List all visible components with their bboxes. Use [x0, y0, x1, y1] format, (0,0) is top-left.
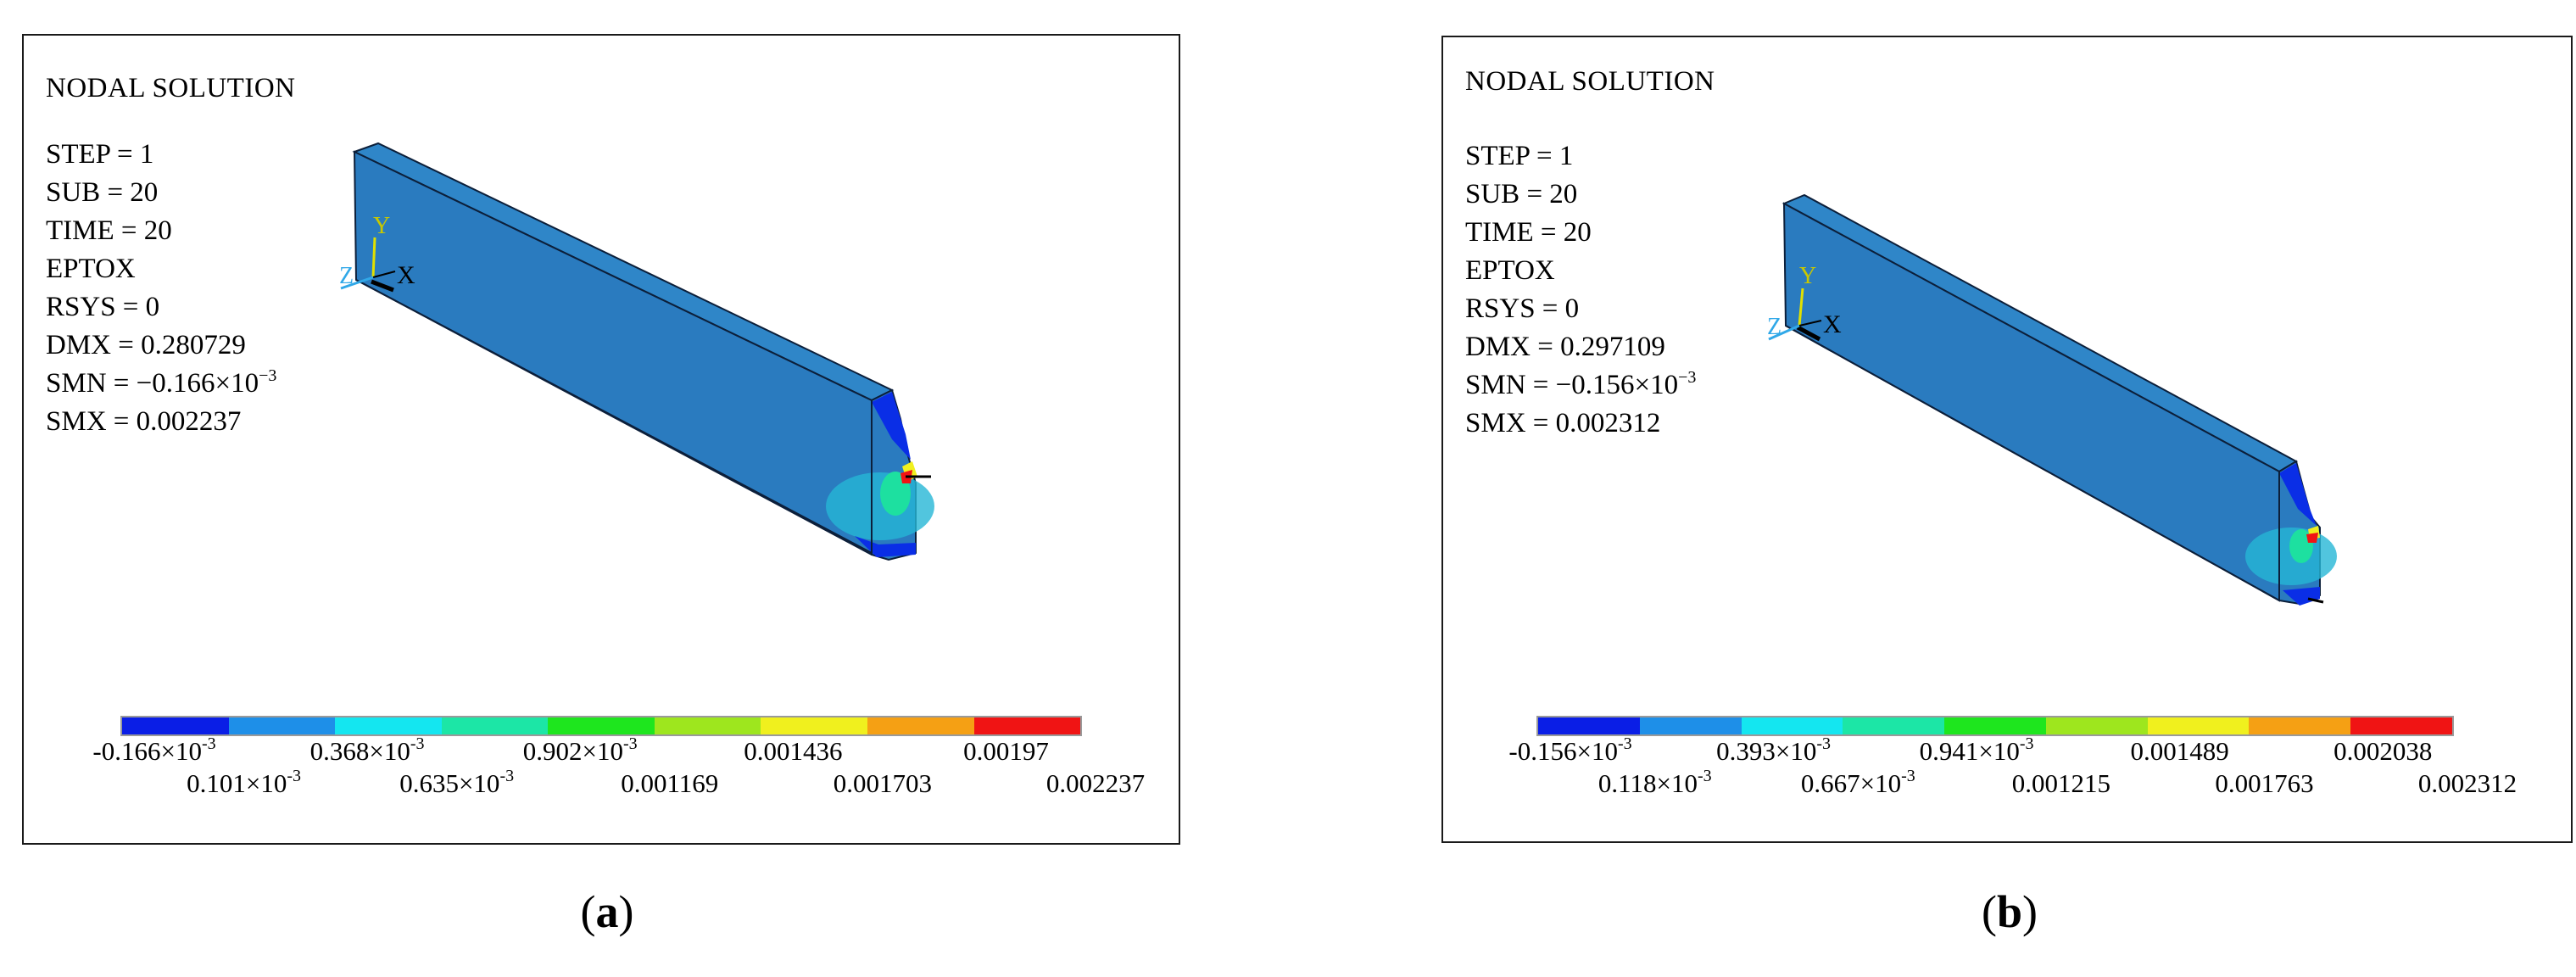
axis-z-label: Z: [1767, 314, 1781, 340]
contour-band-blue-upper: [2279, 463, 2317, 526]
sub-label: SUB = 20: [1465, 179, 1578, 209]
legend-swatch: [1944, 717, 2046, 734]
legend-tick-label: 0.001215: [2011, 768, 2110, 798]
legend-swatch: [548, 717, 655, 734]
step-label: STEP = 1: [46, 139, 154, 170]
legend-tick-label: 0.118×10-3: [1597, 767, 1712, 798]
beam-side-face-main: [1782, 202, 2280, 602]
eptox-label: EPTOX: [1465, 255, 1555, 286]
legend-tick-label: 0.002237: [1045, 768, 1146, 798]
legend-tick-label: 0.001763: [2215, 768, 2314, 798]
panel-b: NODAL SOLUTION STEP = 1 SUB = 20 TIME = …: [1441, 36, 2573, 843]
axis-y-line: [371, 237, 376, 278]
legend-tick-label: 0.001436: [744, 736, 843, 766]
beam-model: Y X Z: [1767, 193, 2337, 606]
eptox-label: EPTOX: [46, 254, 136, 284]
beam-edge: [355, 279, 873, 555]
legend-tick-label: 0.635×10-3: [399, 767, 515, 798]
legend-swatch: [335, 717, 442, 734]
smx-label: SMX = 0.002312: [1465, 408, 1661, 438]
legend-swatch: [122, 717, 229, 734]
legend-tick-label: 0.001169: [621, 768, 719, 798]
legend-tick-label: -0.156×10-3: [1508, 734, 1632, 766]
dmx-label: DMX = 0.280729: [46, 330, 246, 360]
rsys-label: RSYS = 0: [1465, 293, 1580, 324]
legend-swatch: [2350, 717, 2453, 734]
legend-swatch: [2147, 717, 2250, 734]
subfigure-label-b: (b): [1981, 886, 2038, 937]
legend-colorbar: [120, 716, 1082, 736]
axis-y-label: Y: [373, 213, 390, 239]
smn-label: SMN = −0.156×10−3: [1465, 368, 1697, 400]
legend-swatch: [1741, 717, 1843, 734]
sub-label: SUB = 20: [46, 177, 159, 208]
legend-tick-label: 0.941×10-3: [1919, 734, 2034, 766]
time-label: TIME = 20: [46, 215, 172, 246]
dmx-label: DMX = 0.297109: [1465, 332, 1665, 362]
contour-band-cyan: [826, 472, 934, 540]
legend-swatch: [228, 717, 336, 734]
legend-swatch: [867, 717, 974, 734]
legend-swatch: [654, 717, 761, 734]
axis-x-line: [1798, 320, 1822, 327]
solution-info: STEP = 1 SUB = 20 TIME = 20 EPTOX RSYS =…: [46, 136, 276, 441]
panel-title: NODAL SOLUTION: [1465, 66, 1715, 97]
legend-swatch: [1639, 717, 1742, 734]
legend-swatch: [2045, 717, 2148, 734]
smx-label: SMX = 0.002237: [46, 406, 242, 437]
contour-band-blue-lower: [855, 536, 916, 557]
axis-z-line: [1768, 324, 1800, 341]
legend-swatch: [2249, 717, 2351, 734]
legend-swatch: [761, 717, 867, 734]
contour-band-cyan: [2245, 528, 2337, 585]
step-label: STEP = 1: [1465, 141, 1574, 171]
legend-tick-label: 0.393×10-3: [1716, 734, 1831, 766]
axis-x-line: [372, 271, 396, 278]
support-mark: [2307, 597, 2324, 604]
panel-a: NODAL SOLUTION STEP = 1 SUB = 20 TIME = …: [22, 34, 1180, 845]
support-mark: [371, 279, 394, 293]
axis-x-label: X: [1823, 310, 1842, 338]
legend-tick-label: 0.001489: [2130, 736, 2229, 766]
legend-tick-label: 0.00197: [963, 736, 1049, 766]
legend-tick-label: 0.002312: [2417, 768, 2517, 798]
smn-label: SMN = −0.166×10−3: [46, 366, 277, 399]
solution-info: STEP = 1 SUB = 20 TIME = 20 EPTOX RSYS =…: [1465, 137, 1696, 443]
legend-tick-label: 0.368×10-3: [309, 734, 425, 766]
legend-tick-label: -0.166×10-3: [92, 734, 216, 766]
rsys-label: RSYS = 0: [46, 292, 160, 322]
beam-edge: [1785, 325, 2280, 601]
legend-swatch: [1538, 717, 1640, 734]
legend-tick-label: 0.001703: [833, 768, 932, 798]
legend-swatch: [441, 717, 549, 734]
contour-band-blue-upper: [872, 392, 911, 460]
legend-swatch: [973, 717, 1081, 734]
panel-title: NODAL SOLUTION: [46, 73, 296, 103]
contour-band-red: [2306, 533, 2318, 543]
contour-band-blue-lower: [2283, 587, 2320, 606]
subfigure-label-a: (a): [580, 886, 634, 937]
axis-y-line: [1798, 288, 1804, 327]
legend-swatch: [1843, 717, 1945, 734]
legend-tick-label: 0.002038: [2333, 736, 2433, 766]
beam-model: Y X Z: [339, 142, 934, 561]
axis-z-line: [340, 276, 374, 290]
legend-tick-label: 0.667×10-3: [1800, 767, 1915, 798]
support-mark: [1796, 325, 1821, 342]
axis-z-label: Z: [339, 263, 354, 289]
time-label: TIME = 20: [1465, 217, 1592, 248]
legend-tick-label: 0.902×10-3: [522, 734, 638, 766]
legend-colorbar: [1536, 716, 2454, 736]
axis-y-label: Y: [1799, 263, 1816, 289]
legend-tick-label: 0.101×10-3: [187, 767, 301, 798]
axis-x-label: X: [397, 261, 415, 289]
